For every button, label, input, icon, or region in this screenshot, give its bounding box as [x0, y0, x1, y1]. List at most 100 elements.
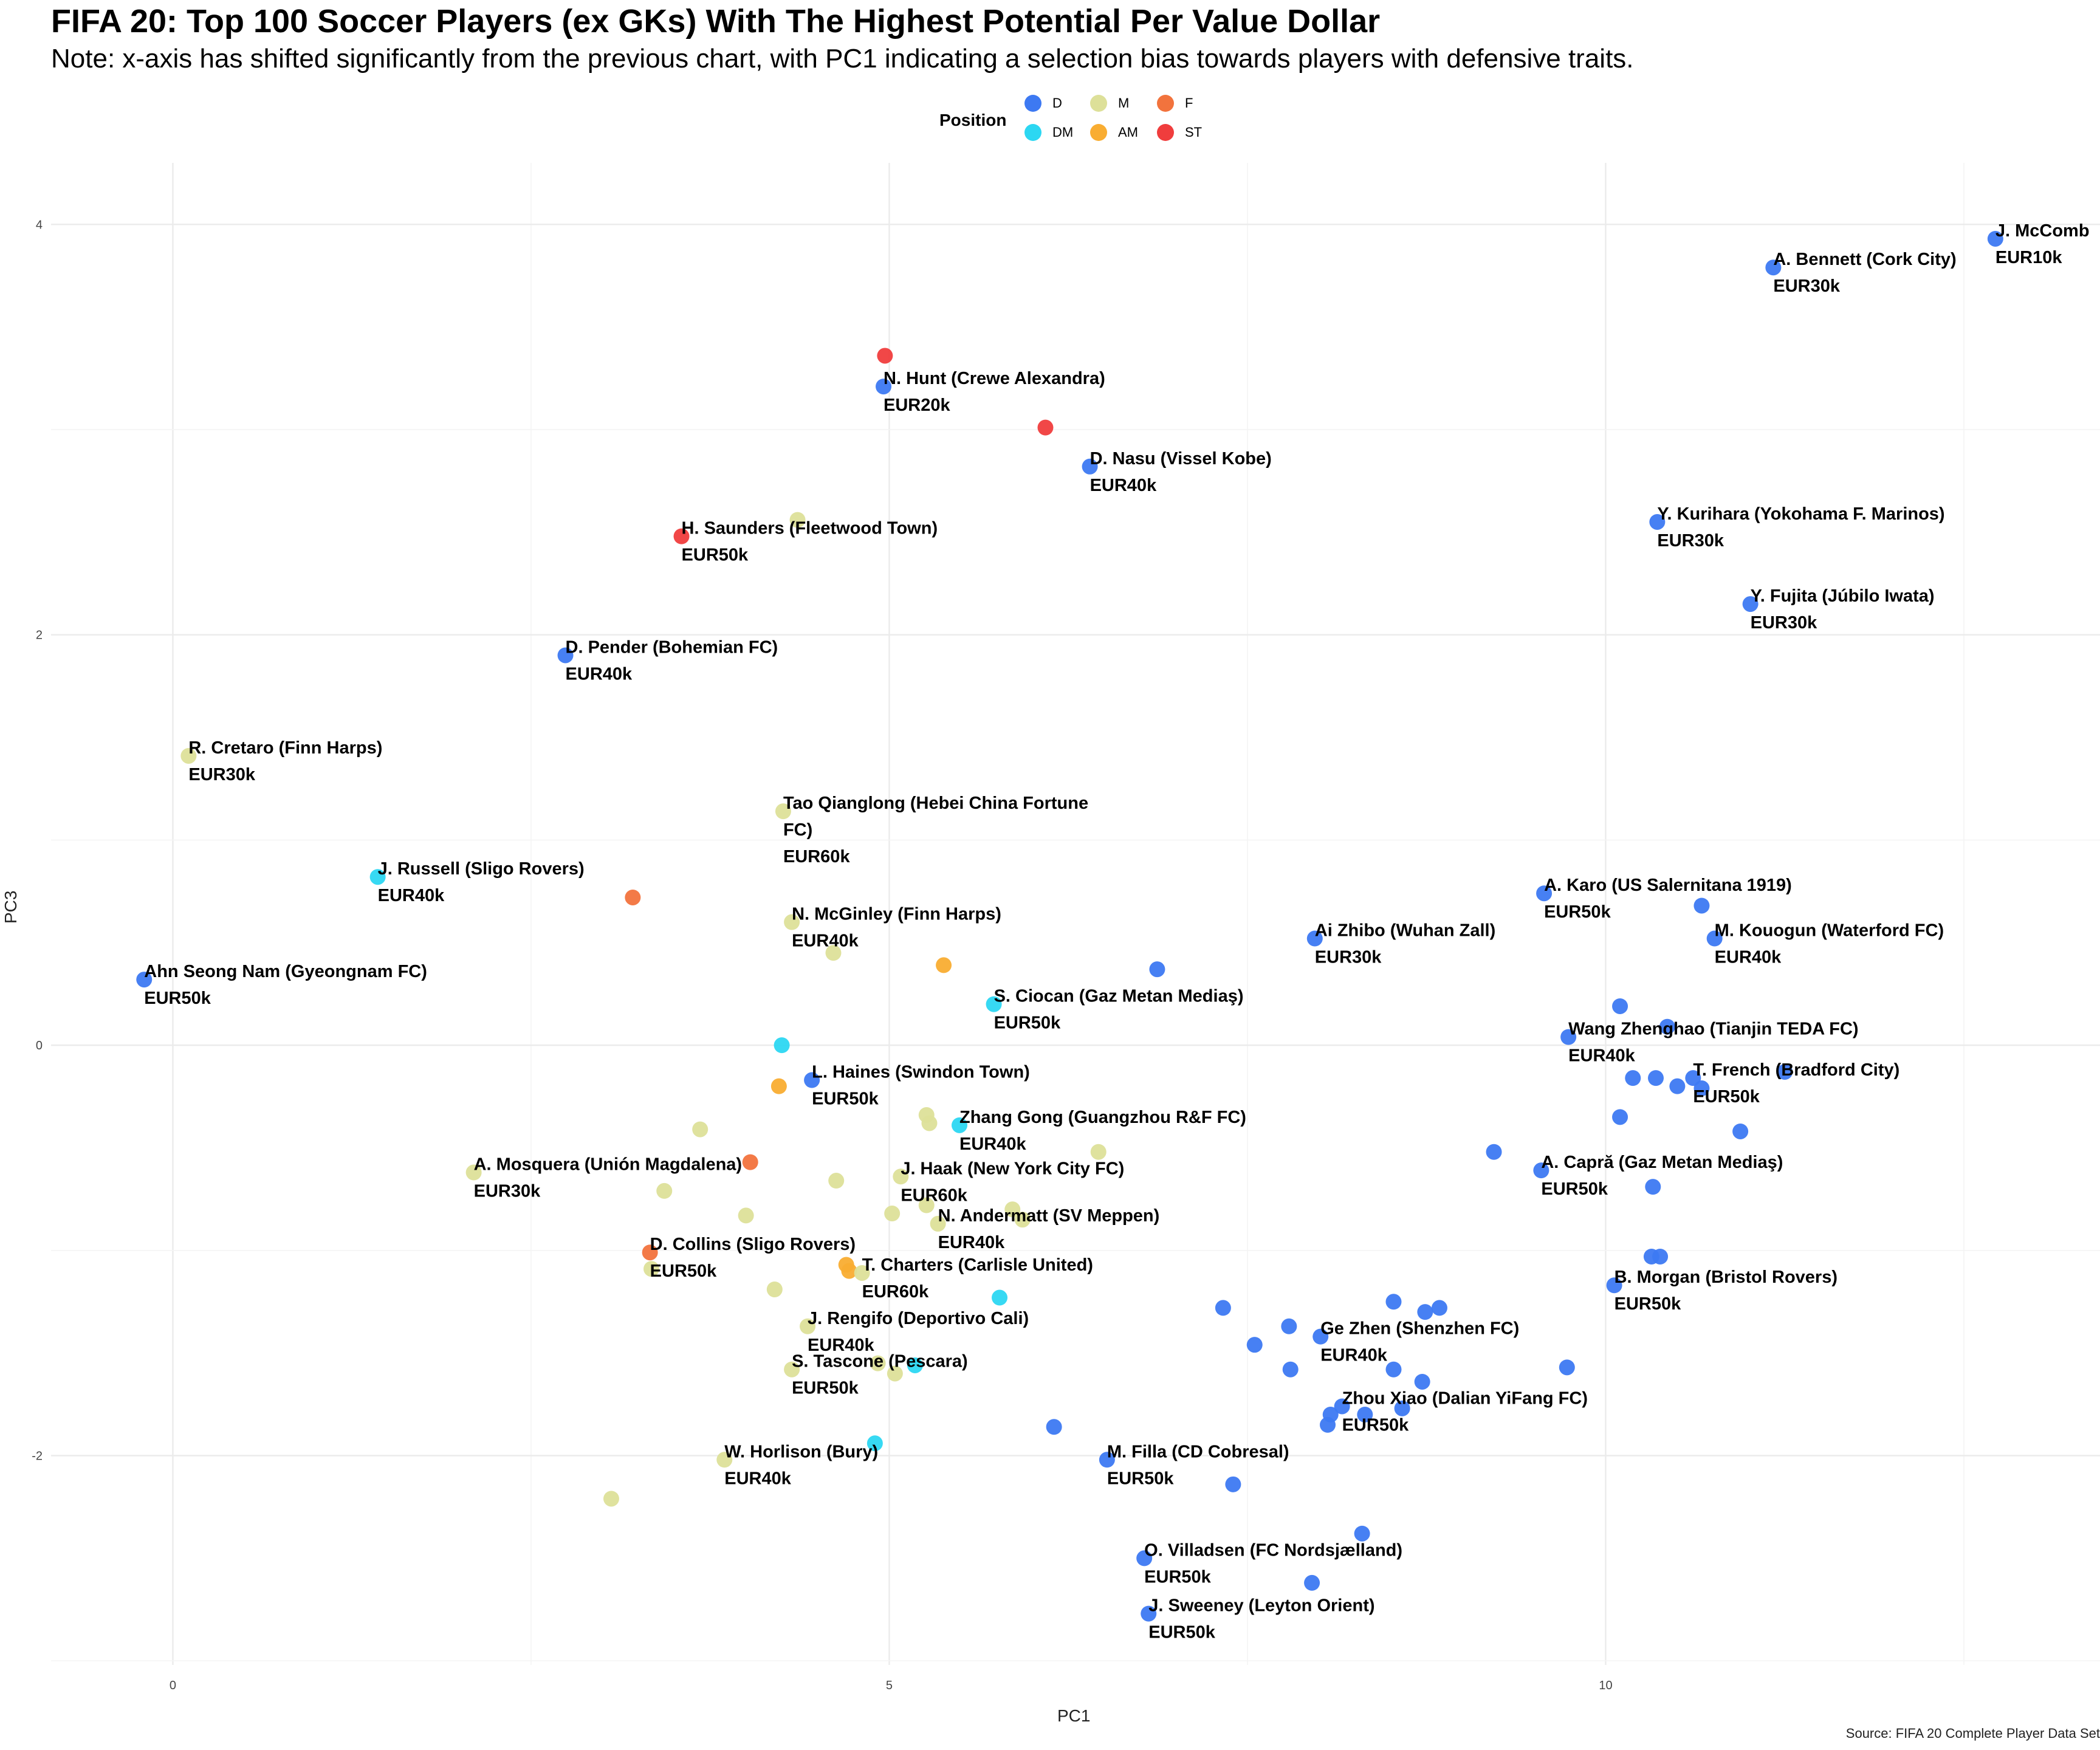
player-name: Ahn Seong Nam (Gyeongnam FC) — [144, 962, 427, 981]
legend-swatch — [1024, 124, 1041, 141]
player-value: EUR40k — [378, 886, 445, 905]
player-name: Zhang Gong (Guangzhou R&F FC) — [959, 1108, 1246, 1127]
data-point-midfielder — [1014, 1212, 1031, 1228]
data-point-defender — [1560, 1029, 1577, 1045]
player-name: W. Horlison (Bury) — [724, 1442, 878, 1461]
player-name: Ai Zhibo (Wuhan Zall) — [1315, 921, 1495, 941]
legend-swatch — [1024, 95, 1041, 112]
legend-swatch — [1090, 124, 1107, 141]
player-name: R. Cretaro (Finn Harps) — [188, 738, 382, 758]
player-value: EUR50k — [1541, 1179, 1608, 1199]
player-label: T. Charters (Carlisle United) EUR60k — [862, 1255, 1093, 1302]
player-value: EUR30k — [1751, 613, 1817, 633]
player-value: EUR60k — [862, 1282, 929, 1302]
player-label: Ahn Seong Nam (Gyeongnam FC) EUR50k — [144, 962, 427, 1008]
player-name: S. Ciocan (Gaz Metan Mediaş) — [994, 987, 1244, 1006]
chart-subtitle: Note: x-axis has shifted significantly f… — [51, 44, 1634, 74]
y-tick-label: 2 — [36, 629, 43, 642]
player-value: EUR40k — [959, 1134, 1026, 1154]
data-point-striker — [673, 528, 690, 544]
data-point-defender — [1533, 1162, 1549, 1179]
player-label: J. Rengifo (Deportivo Cali) EUR40k — [808, 1309, 1029, 1355]
player-name: Y. Kurihara (Yokohama F. Marinos) — [1657, 504, 1944, 524]
data-point-defender — [1149, 961, 1165, 978]
data-point-defender — [1312, 1328, 1329, 1345]
player-value: EUR40k — [938, 1233, 1005, 1252]
player-name: M. Kouogun (Waterford FC) — [1715, 921, 1944, 941]
data-point-midfielder — [1090, 1144, 1107, 1160]
player-value: EUR30k — [188, 765, 255, 784]
player-label: A. Bennett (Cork City) EUR30k — [1773, 250, 1956, 296]
legend-label: ST — [1185, 125, 1203, 140]
data-point-defender — [1625, 1070, 1641, 1086]
player-value: EUR50k — [144, 989, 211, 1008]
player-name: N. Andermatt (SV Meppen) — [938, 1206, 1160, 1226]
data-point-defender — [1136, 1550, 1153, 1566]
player-value: EUR40k — [1090, 476, 1157, 495]
legend-swatch — [1157, 95, 1174, 112]
player-value: EUR50k — [650, 1261, 717, 1281]
legend-label: M — [1118, 95, 1130, 111]
data-point-defender — [1354, 1525, 1370, 1542]
player-name: J. Russell (Sligo Rovers) — [378, 859, 585, 879]
player-value: EUR40k — [1320, 1346, 1387, 1365]
data-point-defender — [1304, 1574, 1320, 1591]
data-point-midfielder — [716, 1452, 733, 1468]
data-point-defender — [1385, 1361, 1402, 1378]
player-label: M. Filla (CD Cobresal) EUR50k — [1107, 1442, 1289, 1488]
player-label: Zhou Xiao (Dalian YiFang FC) EUR50k — [1342, 1388, 1588, 1435]
data-point-attacking-mid — [936, 957, 952, 973]
data-point-defender — [1334, 1398, 1350, 1415]
data-point-defender — [1645, 1179, 1661, 1195]
player-value: EUR40k — [724, 1469, 791, 1488]
y-tick-label: 4 — [36, 218, 43, 232]
data-point-midfielder — [870, 1355, 886, 1371]
data-point-defender — [1742, 596, 1759, 612]
player-name: Zhou Xiao (Dalian YiFang FC) — [1342, 1388, 1588, 1408]
legend-label: F — [1185, 95, 1193, 111]
player-label: Y. Kurihara (Yokohama F. Marinos) EUR30k — [1657, 504, 1944, 551]
data-point-midfielder — [738, 1207, 754, 1224]
data-point-attacking-mid — [841, 1263, 857, 1279]
player-value: EUR40k — [1715, 948, 1782, 967]
data-point-midfielder — [465, 1164, 482, 1181]
player-name: J. Sweeney (Leyton Orient) — [1148, 1596, 1374, 1616]
data-point-defender — [557, 647, 574, 664]
player-value: EUR40k — [566, 664, 633, 684]
data-point-midfielder — [893, 1168, 909, 1185]
data-point-defender — [1777, 1064, 1793, 1080]
data-point-defender — [1417, 1304, 1433, 1320]
player-value: EUR40k — [792, 932, 859, 951]
legend-item-f: F — [1157, 95, 1193, 112]
legend-item-m: M — [1090, 95, 1129, 112]
player-name: N. Hunt (Crewe Alexandra) — [884, 369, 1105, 388]
player-label: N. McGinley (Finn Harps) EUR40k — [792, 905, 1001, 951]
player-label: J. Russell (Sligo Rovers) EUR40k — [378, 859, 585, 905]
player-name: S. Tascone (Pescara) — [792, 1352, 968, 1371]
x-tick-label: 5 — [886, 1679, 893, 1692]
player-value: EUR50k — [1107, 1469, 1174, 1488]
data-point-midfielder — [825, 945, 842, 961]
data-point-forward — [742, 1154, 758, 1170]
legend-title: Position — [939, 111, 1007, 129]
player-label: J. Haak (New York City FC) EUR60k — [901, 1159, 1124, 1205]
player-name: D. Pender (Bohemian FC) — [566, 637, 778, 657]
player-name: T. Charters (Carlisle United) — [862, 1255, 1093, 1275]
data-point-defender — [1612, 1109, 1628, 1125]
data-point-defender — [1536, 885, 1553, 902]
data-point-midfielder — [784, 914, 800, 930]
point-labels: J. McComb EUR10k A. Bennett (Cork City) EUR… — [144, 221, 2089, 1642]
player-label: S. Tascone (Pescara) EUR50k — [792, 1352, 968, 1398]
legend-item-st: ST — [1157, 124, 1202, 141]
player-value: EUR50k — [792, 1379, 859, 1398]
data-point-defender — [1669, 1078, 1686, 1094]
data-point-midfielder — [800, 1318, 816, 1334]
data-point-defender — [1385, 1294, 1402, 1310]
y-tick-label: -2 — [32, 1450, 43, 1463]
data-point-attacking-mid — [770, 1078, 787, 1094]
player-value: EUR50k — [812, 1089, 879, 1109]
data-point-defender — [1649, 513, 1666, 530]
legend-item-am: AM — [1090, 124, 1138, 141]
legend-label: AM — [1118, 125, 1138, 140]
